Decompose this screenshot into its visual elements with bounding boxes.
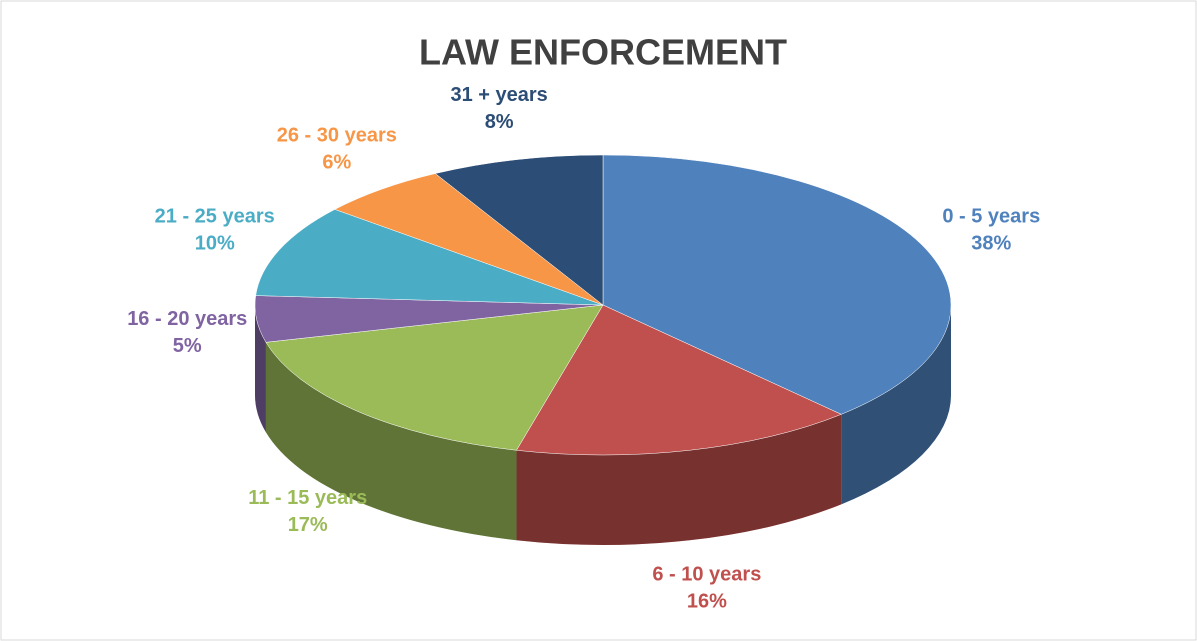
data-label-category: 21 - 25 years [155, 206, 275, 228]
data-label-category: 11 - 15 years [248, 487, 367, 509]
data-label-value: 17% [288, 514, 328, 536]
data-label-category: 26 - 30 years [277, 124, 397, 146]
data-label-value: 16% [687, 591, 727, 613]
slice-side-shade [255, 305, 266, 433]
data-label-category: 0 - 5 years [942, 206, 1040, 228]
data-label-category: 6 - 10 years [652, 564, 761, 586]
slice [516, 304, 842, 456]
data-label-value: 10% [195, 233, 235, 255]
slice-side [841, 305, 951, 505]
data-label-category: 16 - 20 years [127, 308, 247, 330]
slice-side [265, 342, 517, 541]
data-label-value: 6% [322, 151, 351, 173]
data-label-value: 5% [173, 335, 202, 357]
slice [602, 154, 952, 415]
slice-side [255, 305, 266, 433]
slice [434, 154, 604, 306]
slice [255, 209, 604, 306]
slice-side-shade [841, 305, 951, 505]
slice [265, 304, 604, 451]
slice [334, 173, 604, 306]
slice-side-shade [265, 342, 517, 541]
data-label-value: 38% [971, 233, 1011, 255]
data-label-category: 31 + years [450, 84, 547, 106]
slice-side [516, 414, 842, 545]
chart-title: LAW ENFORCEMENT [419, 32, 787, 73]
data-label-value: 8% [485, 111, 514, 133]
slice-side-shade [516, 414, 842, 545]
